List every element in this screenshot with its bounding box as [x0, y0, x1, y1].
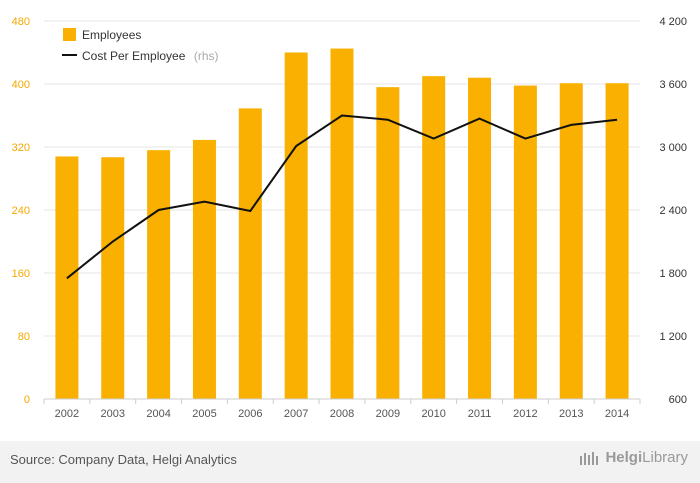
x-axis-tick-label: 2004 — [146, 408, 170, 420]
footer: Source: Company Data, Helgi Analytics He… — [0, 441, 700, 483]
left-axis-tick-label: 0 — [24, 394, 30, 406]
x-axis-tick-label: 2008 — [330, 408, 354, 420]
bar-employees-2008 — [330, 48, 354, 399]
x-axis-tick-label: 2006 — [238, 408, 262, 420]
x-axis-tick-label: 2003 — [101, 408, 125, 420]
x-axis-tick-label: 2014 — [605, 408, 629, 420]
bar-employees-2011 — [468, 77, 492, 399]
chart: 2002 2003 2004 2005 2006 2007 2008 2009 2010 2011… — [12, 16, 687, 420]
bar-employees-2005 — [192, 139, 216, 399]
left-axis-tick-label: 480 — [12, 16, 30, 28]
bar-series-employees — [55, 48, 629, 400]
line-series-cost-per-employee — [66, 114, 618, 280]
right-axis-tick-label: 3 600 — [659, 79, 687, 91]
left-axis-tick-label: 80 — [18, 331, 30, 343]
left-axis-tick-label: 240 — [12, 205, 30, 217]
bar-employees-2010 — [422, 76, 446, 399]
brand-sub: Library — [642, 449, 688, 466]
legend: Employees Cost Per Employee (rhs) — [62, 28, 219, 64]
right-axis-tick-label: 1 200 — [659, 331, 687, 343]
source-note: Source: Company Data, Helgi Analytics — [10, 452, 237, 467]
brand-main: Helgi — [605, 449, 643, 466]
x-axis-tick-label: 2010 — [421, 408, 445, 420]
x-axis-ticks: 2002 2003 2004 2005 2006 2007 2008 2009 2010 2011… — [43, 399, 641, 420]
bar-employees-2014 — [605, 83, 629, 400]
right-axis-tick-label: 2 400 — [659, 205, 687, 217]
bar-employees-2003 — [101, 157, 125, 399]
legend-employees-swatch — [63, 28, 76, 41]
legend-cost-label: Cost Per Employee (rhs) — [82, 47, 219, 64]
right-axis-ticks: 600 1 200 1 800 2 400 3 000 3 600 4 200 — [659, 16, 687, 406]
x-axis-tick-label: 2012 — [513, 408, 537, 420]
x-axis-tick-label: 2009 — [376, 408, 400, 420]
helgi-library-icon — [580, 452, 599, 466]
x-axis-tick-label: 2005 — [192, 408, 216, 420]
x-axis-tick-label: 2007 — [284, 408, 308, 420]
bar-employees-2007 — [284, 52, 308, 399]
legend-cost-label-main: Cost Per Employee — [82, 49, 186, 63]
x-axis-tick-label: 2013 — [559, 408, 583, 420]
x-axis-tick-label: 2011 — [468, 408, 492, 420]
bar-employees-2006 — [238, 108, 262, 399]
brand-logo: HelgiLibrary — [579, 449, 688, 466]
legend-employees-label: Employees — [82, 28, 141, 42]
right-axis-tick-label: 600 — [669, 394, 687, 406]
bar-employees-2009 — [376, 87, 400, 400]
right-axis-tick-label: 3 000 — [659, 142, 687, 154]
right-axis-tick-label: 1 800 — [659, 268, 687, 280]
x-axis-tick-label: 2002 — [55, 408, 79, 420]
right-axis-tick-label: 4 200 — [659, 16, 687, 28]
left-axis-tick-label: 160 — [12, 268, 30, 280]
legend-cost-label-suffix: (rhs) — [194, 49, 219, 63]
bar-employees-2012 — [513, 85, 537, 399]
bar-employees-2004 — [147, 150, 171, 399]
left-axis-tick-label: 320 — [12, 142, 30, 154]
left-axis-tick-label: 400 — [12, 79, 30, 91]
left-axis-ticks: 0 80 160 240 320 400 480 — [12, 16, 30, 406]
bar-employees-2013 — [559, 83, 583, 400]
